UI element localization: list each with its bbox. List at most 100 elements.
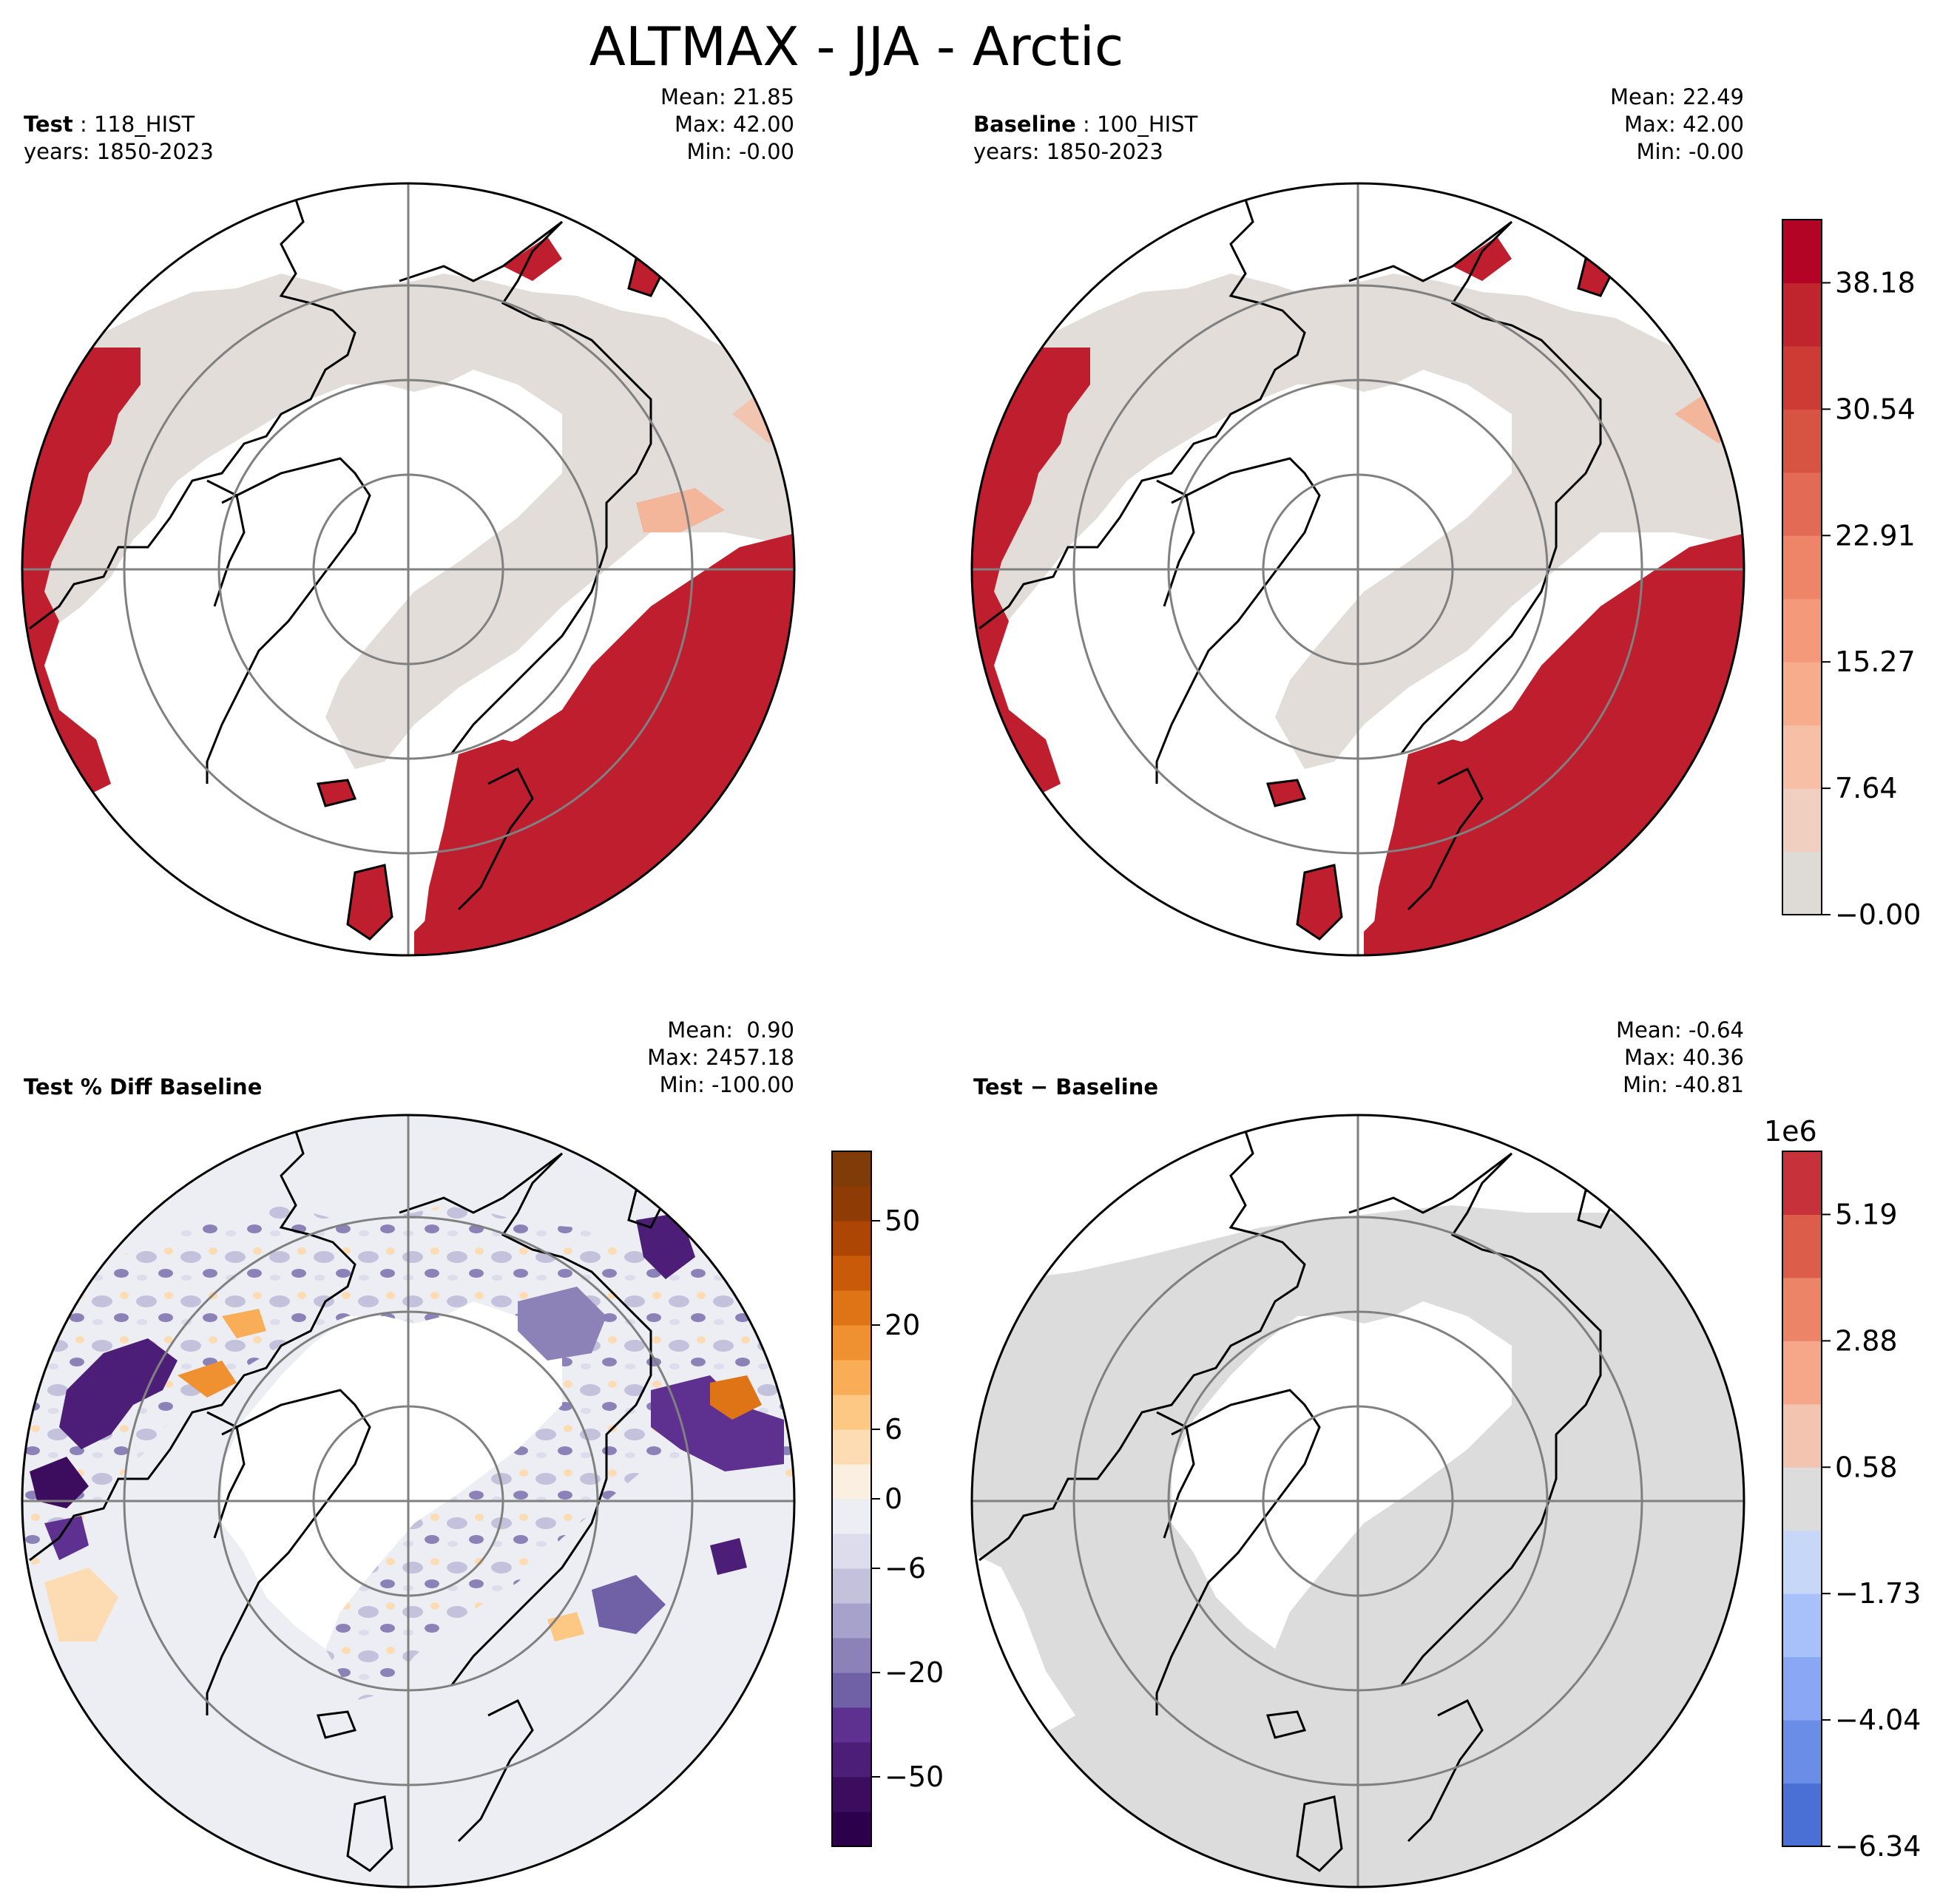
panel-test-max: Max: 42.00: [675, 112, 794, 137]
colorbar-pct-tick-label: 20: [885, 1309, 920, 1341]
colorbar-pct-swatch: [832, 1325, 871, 1361]
colorbar-diff-swatch: [1782, 1593, 1822, 1658]
panel-pctdiff-min: Min: -100.00: [659, 1072, 794, 1097]
panel-test-label: Test : 118_HIST years: 1850-2023: [24, 111, 214, 166]
colorbar-pct-swatch: [832, 1603, 871, 1639]
panel-test-mean: Mean: 21.85: [660, 84, 794, 109]
colorbar-pct-swatch: [832, 1151, 871, 1187]
map-pct-orange-1: [178, 1361, 237, 1397]
panel-diff-name: Test − Baseline: [973, 1074, 1159, 1100]
colorbar-pct-swatch: [832, 1360, 871, 1395]
map-diff: [970, 1114, 1745, 1888]
map-pct-purple-ne: [636, 1213, 695, 1279]
colorbar-diff-swatch: [1782, 1277, 1822, 1341]
map-pct-purple-east3: [592, 1575, 666, 1634]
map-pct-purple-east4: [710, 1538, 747, 1575]
colorbar-diff-tick-label: −4.04: [1835, 1704, 1921, 1736]
colorbar-diff-swatch: [1782, 1720, 1822, 1784]
colorbar-main-tick-label: 30.54: [1835, 393, 1916, 425]
colorbar-main-swatch: [1782, 409, 1822, 473]
panel-pctdiff-stats: Mean: 0.90 Max: 2457.18 Min: -100.00: [647, 1017, 794, 1099]
map-pct-orange-3: [710, 1375, 762, 1420]
panel-baseline-mean: Mean: 22.49: [1609, 84, 1744, 109]
colorbar-pct-swatch: [832, 1707, 871, 1743]
panel-baseline-stats: Mean: 22.49 Max: 42.00 Min: -0.00: [1610, 84, 1744, 166]
colorbar-pct-swatch: [832, 1464, 871, 1500]
map-pct-purple-east: [651, 1375, 784, 1471]
map-diff-ocean-inner: [1172, 1301, 1512, 1649]
map-baseline-red-west: [972, 348, 1090, 799]
panel-diff-stats: Mean: -0.64 Max: 40.36 Min: -40.81: [1616, 1017, 1744, 1099]
colorbar-main: −0.00 7.64 15.27 22.91 30.54 38.18: [1782, 219, 1921, 931]
map-pct-ocean-inner: [222, 1301, 562, 1649]
colorbar-diff: −6.34 −4.04 −1.73 0.58 2.88 5.19: [1782, 1151, 1921, 1863]
colorbar-pct-swatch: [832, 1290, 871, 1326]
panel-pctdiff-max: Max: 2457.18: [647, 1045, 794, 1070]
figure-title: ALTMAX - JJA - Arctic: [589, 16, 1124, 78]
map-test-red-iceland: [318, 780, 355, 806]
map-test-pink-patch: [636, 488, 725, 532]
colorbar-diff-tick-label: −1.73: [1835, 1577, 1921, 1610]
colorbar-pct-tick-label: −50: [885, 1761, 944, 1793]
colorbar-diff-tick-label: 2.88: [1835, 1324, 1898, 1357]
colorbar-diff-swatch: [1782, 1403, 1822, 1468]
colorbar-diff-swatch: [1782, 1467, 1822, 1531]
colorbar-main-swatch: [1782, 788, 1822, 853]
map-diff-graticule: [972, 1115, 1744, 1887]
colorbar-pct-swatch: [832, 1429, 871, 1465]
panel-baseline-min: Min: -0.00: [1636, 139, 1744, 164]
map-baseline-red-ne: [1453, 237, 1512, 281]
map-pct-frame: [21, 1114, 796, 1888]
colorbar-main-tick-label: 15.27: [1835, 646, 1916, 678]
colorbar-pct-tick-label: 6: [885, 1413, 902, 1446]
map-baseline-frame: [970, 182, 1745, 957]
map-diff-frame: [970, 1114, 1745, 1888]
panel-diff-mean: Mean: -0.64: [1615, 1017, 1744, 1043]
colorbar-diff-swatch: [1782, 1214, 1822, 1278]
colorbar-main-tick-label: 38.18: [1835, 266, 1916, 299]
colorbar-pct-swatch: [832, 1534, 871, 1569]
colorbar-pct-swatch: [832, 1742, 871, 1778]
colorbar-main-tick-label: 7.64: [1835, 772, 1898, 804]
colorbar-pct-swatch: [832, 1568, 871, 1604]
panel-baseline-max: Max: 42.00: [1624, 112, 1744, 137]
map-pct-diff: [21, 1114, 796, 1888]
map-baseline-red-iceland: [1268, 780, 1305, 806]
panel-test-case: : 118_HIST: [72, 112, 195, 137]
colorbar-pct-tick-label: 0: [885, 1483, 902, 1515]
colorbar-main-frame: [1782, 219, 1822, 915]
panel-pctdiff-mean: Mean: 0.90: [667, 1017, 794, 1043]
map-pct-land-texture: [22, 1205, 794, 1701]
map-test-red-uk: [348, 865, 392, 939]
colorbar-pct-swatch: [832, 1812, 871, 1847]
colorbar-main-swatch: [1782, 725, 1822, 789]
map-baseline-eurasia-grey: [972, 274, 1744, 769]
map-test-red-west: [22, 348, 141, 799]
colorbar-diff-swatch: [1782, 1530, 1822, 1594]
map-test-coastlines: [29, 199, 668, 941]
colorbar-pct-swatch: [832, 1395, 871, 1430]
panel-baseline-years: years: 1850-2023: [973, 139, 1163, 164]
panel-test-stats: Mean: 21.85 Max: 42.00 Min: -0.00: [660, 84, 794, 166]
colorbar-diff-frame: [1782, 1151, 1822, 1847]
colorbar-main-swatch: [1782, 535, 1822, 600]
colorbar-pct-tick-label: −20: [885, 1656, 944, 1689]
colorbar-pct-tick-label: 50: [885, 1205, 920, 1237]
map-pct-fields: [22, 1205, 794, 1701]
panel-baseline-case: : 100_HIST: [1075, 112, 1198, 137]
map-pct-purple-west: [59, 1338, 178, 1449]
panel-baseline-label: Baseline : 100_HIST years: 1850-2023: [973, 111, 1197, 166]
colorbar-main-tick-label: −0.00: [1835, 898, 1921, 931]
colorbar-pct-tick-label: −6: [885, 1552, 926, 1585]
colorbar-diff-swatch: [1782, 1341, 1822, 1405]
colorbar-diff-swatch: [1782, 1783, 1822, 1847]
map-diff-coastlines: [978, 1131, 1618, 1872]
colorbar-main-swatch: [1782, 282, 1822, 347]
panel-test-min: Min: -0.00: [686, 139, 794, 164]
map-test-graticule: [22, 183, 794, 955]
colorbar-pct-swatch: [832, 1777, 871, 1812]
map-baseline-red-uk: [1297, 865, 1342, 939]
panel-diff-label: Test − Baseline: [973, 1074, 1158, 1101]
colorbar-diff-tick-label: −6.34: [1835, 1830, 1921, 1863]
map-baseline: [970, 182, 1745, 957]
